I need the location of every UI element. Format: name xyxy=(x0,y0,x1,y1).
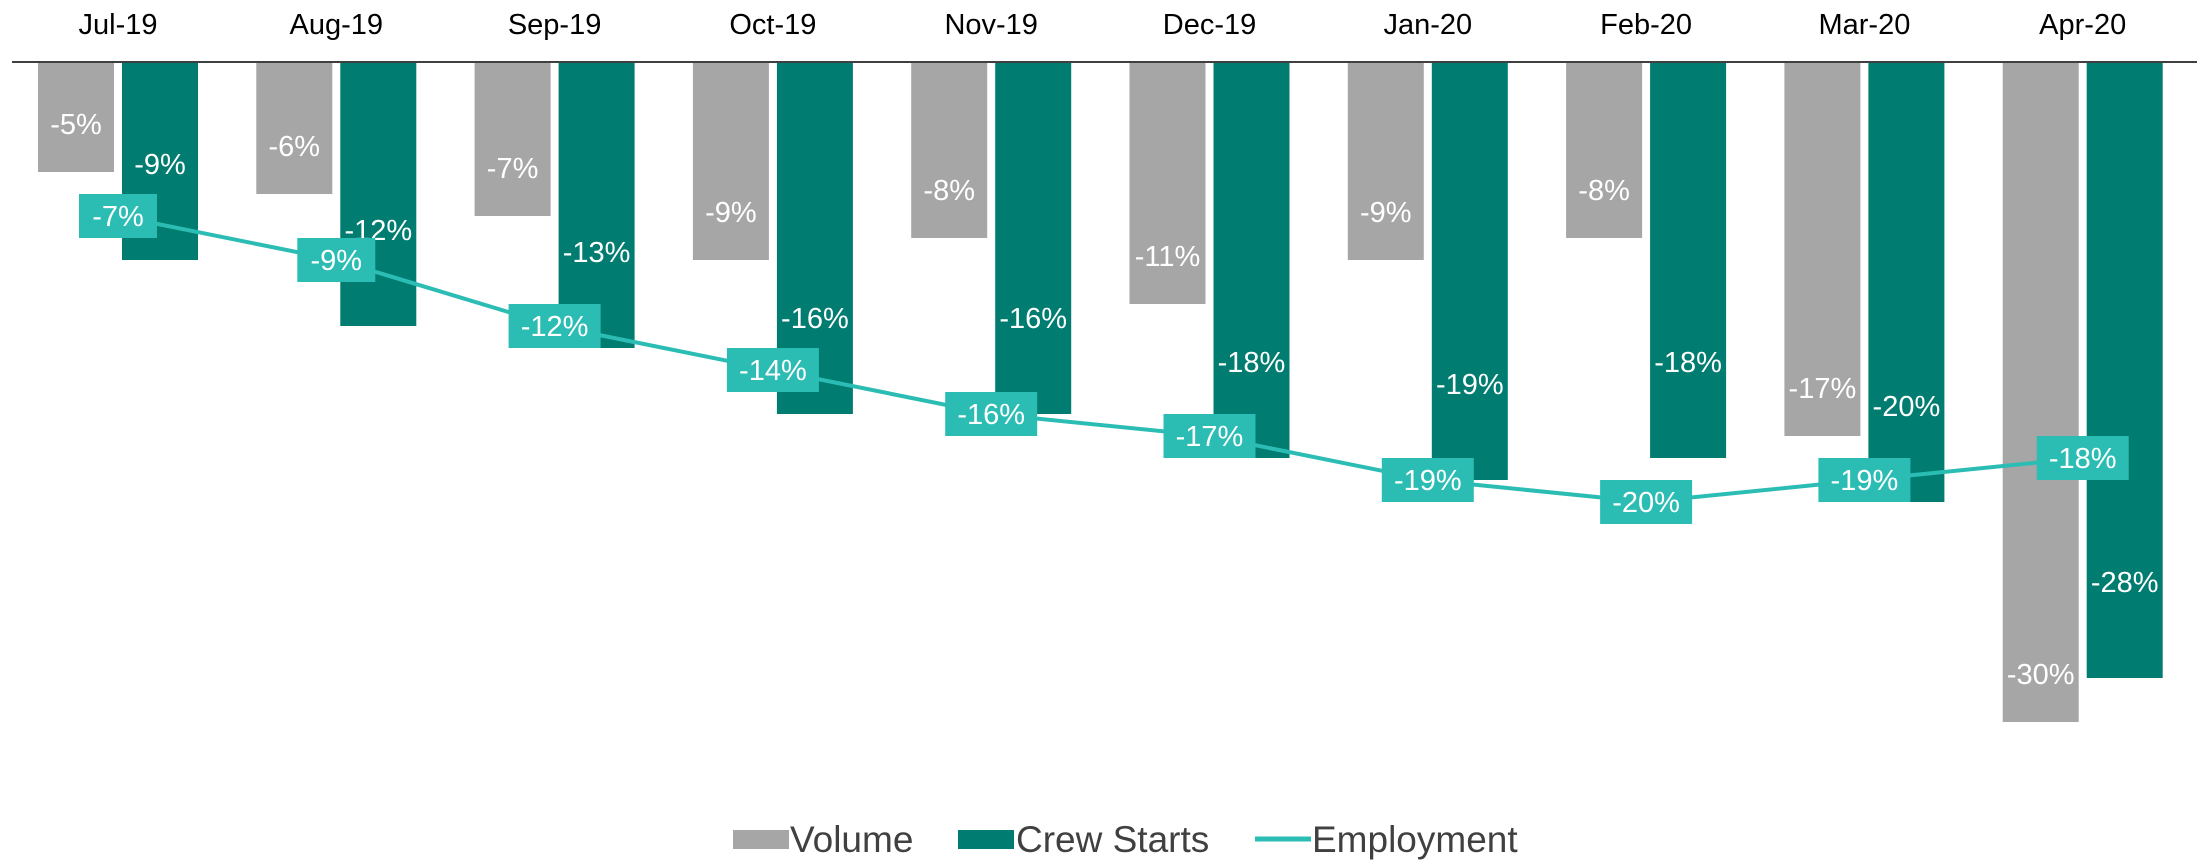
employment-point-jan-20 xyxy=(1381,458,1474,502)
crew-starts-label-sep-19: -13% xyxy=(563,237,631,269)
employment-label-oct-19: -14% xyxy=(739,355,807,387)
volume-bar-sep-19 xyxy=(474,62,551,216)
legend-swatch-volume xyxy=(733,830,789,849)
volume-label-aug-19: -6% xyxy=(269,131,321,163)
volume-bar-jan-20 xyxy=(1347,62,1424,260)
category-label-jan-20: Jan-20 xyxy=(1383,9,1472,41)
crew-starts-bar-sep-19 xyxy=(558,62,635,348)
volume-label-jan-20: -9% xyxy=(1360,197,1412,229)
volume-label-dec-19: -11% xyxy=(1135,241,1201,273)
employment-line xyxy=(117,214,2083,505)
crew-starts-bar-dec-19 xyxy=(1213,62,1290,458)
volume-bar-aug-19 xyxy=(256,62,333,194)
crew-starts-label-feb-20: -18% xyxy=(1654,347,1722,379)
legend-label-volume: Volume xyxy=(790,819,913,860)
category-label-dec-19: Dec-19 xyxy=(1163,9,1257,41)
crew-starts-bar-feb-20 xyxy=(1650,62,1727,458)
crew-starts-label-oct-19: -16% xyxy=(781,303,849,335)
legend-label-crew-starts: Crew Starts xyxy=(1016,819,1209,860)
employment-point-dec-19 xyxy=(1163,414,1256,458)
crew-starts-label-apr-20: -28% xyxy=(2091,567,2159,599)
employment-label-jan-20: -19% xyxy=(1394,465,1462,497)
category-label-apr-20: Apr-20 xyxy=(2039,9,2126,41)
category-label-sep-19: Sep-19 xyxy=(508,9,602,41)
legend-swatch-crew-starts xyxy=(958,830,1014,849)
category-label-jul-19: Jul-19 xyxy=(79,9,158,41)
volume-bar-mar-20 xyxy=(1784,62,1861,436)
employment-label-dec-19: -17% xyxy=(1176,421,1244,453)
volume-label-oct-19: -9% xyxy=(705,197,757,229)
volume-label-jul-19: -5% xyxy=(50,109,102,141)
employment-point-jul-19 xyxy=(79,194,157,238)
employment-point-nov-19 xyxy=(945,392,1038,436)
volume-bar-jul-19 xyxy=(38,62,114,172)
volume-label-mar-20: -17% xyxy=(1789,373,1857,405)
employment-label-aug-19: -9% xyxy=(311,245,363,277)
employment-label-apr-20: -18% xyxy=(2049,443,2117,475)
category-label-mar-20: Mar-20 xyxy=(1818,9,1910,41)
crew-starts-label-nov-19: -16% xyxy=(999,303,1067,335)
employment-point-oct-19 xyxy=(726,348,819,392)
bars-layer: -5% -9% -6% -12% -7% -13% -9% -16% -8% -16% -11% -1… xyxy=(38,62,2163,722)
volume-label-apr-20: -30% xyxy=(2007,659,2075,691)
crew-starts-bar-aug-19 xyxy=(340,62,417,326)
employment-point-feb-20 xyxy=(1600,480,1693,524)
volume-bar-nov-19 xyxy=(911,62,988,238)
legend-label-employment: Employment xyxy=(1312,819,1518,860)
crew-starts-label-jan-20: -19% xyxy=(1436,369,1504,401)
employment-label-nov-19: -16% xyxy=(957,399,1025,431)
volume-bar-apr-20 xyxy=(2002,62,2079,722)
employment-label-mar-20: -19% xyxy=(1831,465,1899,497)
crew-starts-bar-apr-20 xyxy=(2086,62,2163,678)
crew-starts-bar-nov-19 xyxy=(995,62,1072,414)
crew-starts-label-jul-19: -9% xyxy=(134,149,186,181)
category-label-oct-19: Oct-19 xyxy=(729,9,816,41)
employment-point-sep-19 xyxy=(508,304,601,348)
employment-label-feb-20: -20% xyxy=(1612,487,1680,519)
crew-starts-label-dec-19: -18% xyxy=(1218,347,1286,379)
employment-line-layer: -7% -9% -12% -14% -16% -17% -19% -20% -19% -18% xyxy=(79,194,2129,524)
category-labels: Jul-19 Aug-19 Sep-19 Oct-19 Nov-19 Dec-19 Jan-… xyxy=(79,9,2127,41)
category-label-nov-19: Nov-19 xyxy=(944,9,1038,41)
volume-label-sep-19: -7% xyxy=(487,153,539,185)
volume-label-nov-19: -8% xyxy=(923,175,975,207)
employment-point-aug-19 xyxy=(297,238,376,282)
crew-starts-bar-mar-20 xyxy=(1868,62,1945,502)
employment-label-sep-19: -12% xyxy=(521,311,589,343)
employment-point-apr-20 xyxy=(2036,436,2129,480)
volume-bar-dec-19 xyxy=(1129,62,1206,304)
category-label-feb-20: Feb-20 xyxy=(1600,9,1692,41)
volume-bar-oct-19 xyxy=(692,62,769,260)
crew-starts-bar-jan-20 xyxy=(1431,62,1508,480)
volume-label-feb-20: -8% xyxy=(1578,175,1630,207)
category-label-aug-19: Aug-19 xyxy=(290,9,384,41)
volume-bar-feb-20 xyxy=(1566,62,1643,238)
employment-point-mar-20 xyxy=(1818,458,1911,502)
employment-label-jul-19: -7% xyxy=(92,201,144,233)
legend: Volume Crew Starts Employment xyxy=(733,819,1518,860)
crew-starts-label-mar-20: -20% xyxy=(1873,391,1941,423)
